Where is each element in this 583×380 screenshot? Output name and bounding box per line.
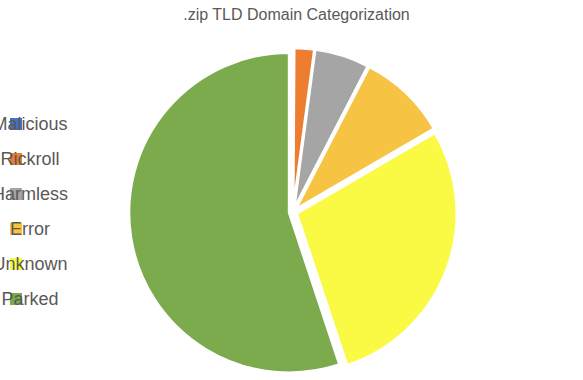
svg-text:.zip TLD Domain Categorization: .zip TLD Domain Categorization (183, 6, 409, 23)
svg-text:Rickroll: Rickroll (0, 149, 59, 169)
svg-text:Unknown: Unknown (0, 254, 68, 274)
svg-text:Harmless: Harmless (0, 184, 68, 204)
svg-text:Error: Error (10, 219, 50, 239)
svg-text:Parked: Parked (1, 289, 58, 309)
svg-text:Malicious: Malicious (0, 114, 68, 134)
